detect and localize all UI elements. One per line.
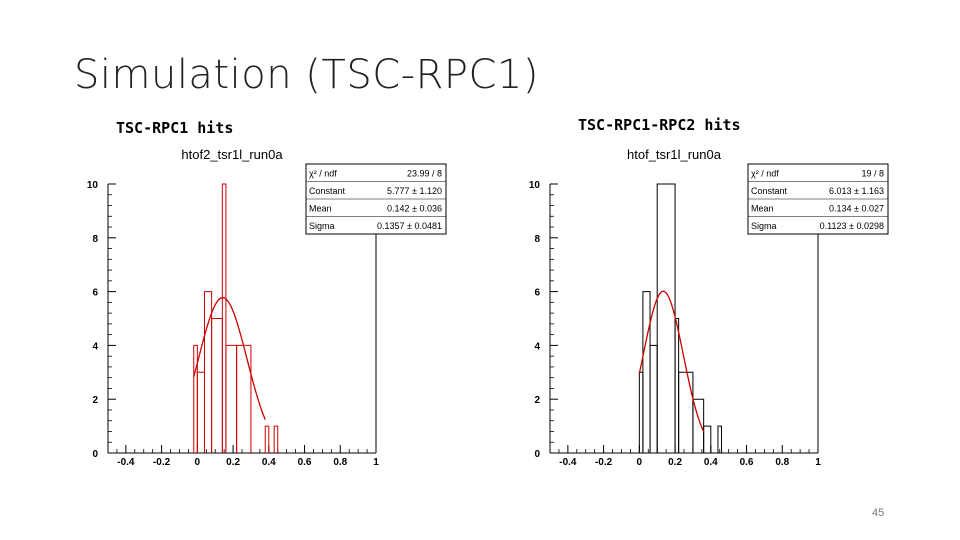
histogram-bin <box>717 425 723 453</box>
histogram-bin <box>225 344 238 453</box>
x-tick-label: -0.4 <box>117 457 135 468</box>
slide-title: Simulation (TSC-RPC1) <box>74 52 539 98</box>
x-tick-label: -0.2 <box>153 457 171 468</box>
histogram-bin <box>656 183 676 453</box>
histogram-bin <box>703 425 712 453</box>
stats-label: Sigma <box>309 221 335 231</box>
histogram-bin <box>649 344 658 453</box>
page-number: 45 <box>872 507 885 519</box>
right-histogram: htof_tsr1l_run0a 0 2 4 6 8 10 -0.4 -0.2 0 0.2 0.4 0.… <box>529 147 889 468</box>
x-tick-label: 0 <box>637 457 643 468</box>
gaussian-fit-curve <box>638 290 705 432</box>
left-panel-caption: TSC-RPC1 hits <box>116 119 234 137</box>
x-tick-label: 0.6 <box>298 457 312 468</box>
histogram-bin <box>642 291 651 453</box>
y-tick-label: 4 <box>534 341 540 352</box>
left-histogram: htof2_tsr1l_run0a 0 2 4 6 8 10 -0.4 -0.2 0 0.2 0.4 0… <box>87 147 447 468</box>
histogram-bin <box>638 371 644 453</box>
histogram-bin <box>678 371 694 453</box>
x-tick-label: 0.2 <box>226 457 240 468</box>
stats-value: 0.142 ± 0.036 <box>387 204 442 214</box>
histogram-bin <box>196 371 205 453</box>
x-tick-label: 1 <box>373 457 379 468</box>
right-panel-caption: TSC-RPC1-RPC2 hits <box>578 116 741 134</box>
stats-label: χ² / ndf <box>751 169 779 179</box>
stats-value: 5.777 ± 1.120 <box>387 186 442 196</box>
stats-label: Mean <box>309 204 332 214</box>
y-tick-label: 4 <box>92 341 98 352</box>
stats-value: 0.134 ± 0.027 <box>829 204 884 214</box>
x-tick-label: 0.4 <box>262 457 276 468</box>
histogram-bin <box>273 425 279 453</box>
x-tick-label: -0.2 <box>595 457 613 468</box>
histogram-bin <box>674 318 680 453</box>
x-tick-label: -0.4 <box>559 457 577 468</box>
histogram-bin <box>193 344 198 453</box>
histogram-bin <box>211 318 223 453</box>
stats-label: Constant <box>309 186 346 196</box>
x-tick-label: 0.8 <box>775 457 789 468</box>
stats-label: χ² / ndf <box>309 169 337 179</box>
stats-label: Sigma <box>751 221 777 231</box>
y-tick-label: 8 <box>534 234 540 245</box>
histogram-bin <box>264 425 270 453</box>
y-tick-label: 8 <box>92 234 98 245</box>
y-tick-label: 0 <box>92 449 98 460</box>
stats-value: 0.1357 ± 0.0481 <box>377 221 442 231</box>
histogram-title: htof2_tsr1l_run0a <box>181 147 283 162</box>
y-tick-label: 6 <box>92 288 98 299</box>
x-tick-label: 0.2 <box>668 457 682 468</box>
stats-value: 19 / 8 <box>861 169 884 179</box>
x-tick-label: 0.8 <box>333 457 347 468</box>
stats-value: 23.99 / 8 <box>407 169 442 179</box>
histogram-bin <box>236 344 252 453</box>
stats-value: 6.013 ± 1.163 <box>829 186 884 196</box>
y-tick-label: 0 <box>534 449 540 460</box>
gaussian-fit-curve <box>193 296 266 420</box>
y-tick-label: 2 <box>92 395 98 406</box>
x-tick-label: 0 <box>195 457 201 468</box>
stats-label: Constant <box>751 186 788 196</box>
x-tick-label: 0.6 <box>740 457 754 468</box>
stats-label: Mean <box>751 204 774 214</box>
y-tick-label: 6 <box>534 288 540 299</box>
histogram-bin <box>221 183 227 453</box>
y-tick-label: 10 <box>87 180 99 191</box>
x-tick-label: 1 <box>815 457 821 468</box>
y-tick-label: 10 <box>529 180 541 191</box>
x-tick-label: 0.4 <box>704 457 718 468</box>
y-tick-label: 2 <box>534 395 540 406</box>
histogram-title: htof_tsr1l_run0a <box>627 147 722 162</box>
stats-value: 0.1123 ± 0.0298 <box>820 221 884 231</box>
